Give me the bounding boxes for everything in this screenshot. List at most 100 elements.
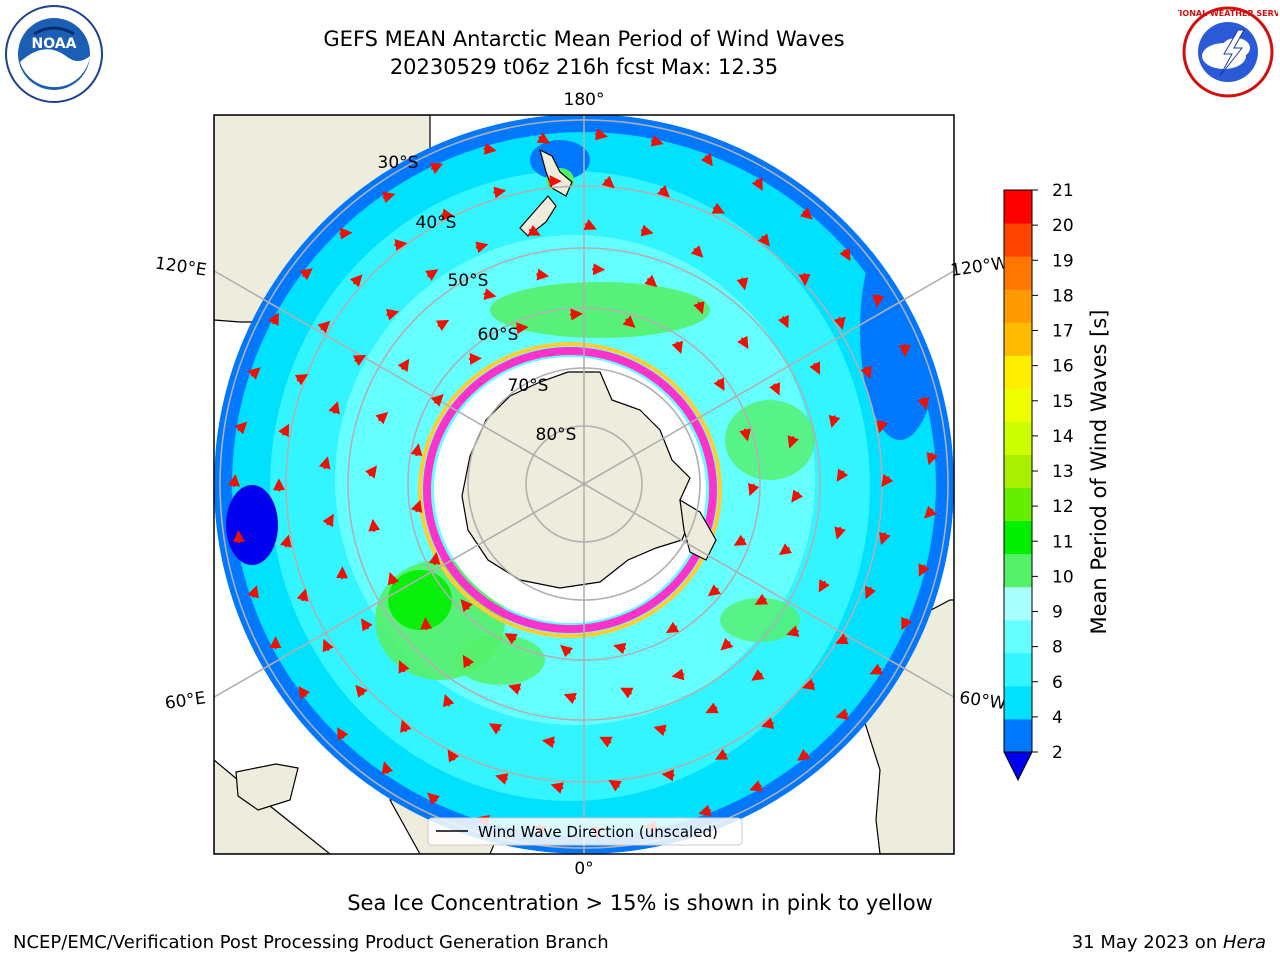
- wind-arrow: [375, 411, 389, 425]
- wind-arrow: [400, 719, 412, 733]
- wind-arrow: [835, 708, 849, 720]
- wind-arrow: [381, 761, 394, 775]
- wind-arrow: [720, 637, 734, 651]
- wind-arrow: [809, 361, 820, 375]
- wind-arrow: [349, 274, 363, 288]
- wind-arrow: [797, 748, 811, 761]
- colorbar-label: Mean Period of Wind Waves [s]: [1087, 310, 1111, 635]
- colorbar-tick-label: 20: [1052, 216, 1074, 236]
- colorbar-bin: [1004, 388, 1032, 422]
- wind-arrow: [665, 621, 680, 634]
- wind-arrow: [427, 792, 440, 806]
- wind-arrow: [653, 724, 667, 737]
- colorbar-bin: [1004, 586, 1032, 621]
- wind-arrow: [690, 244, 704, 258]
- wind-arrow: [671, 340, 683, 354]
- colorbar-tick-label: 15: [1052, 392, 1074, 412]
- wind-arrow: [769, 382, 781, 396]
- wind-arrow: [751, 177, 763, 191]
- wind-arrow: [563, 692, 577, 705]
- wind-arrow: [705, 702, 719, 714]
- wind-arrow: [337, 727, 349, 741]
- map-frame: [213, 114, 955, 855]
- wind-arrow: [317, 320, 331, 334]
- colorbar-tick-label: 2: [1052, 743, 1063, 763]
- wind-arrow: [382, 191, 396, 204]
- lon-label-180: 180°: [564, 90, 605, 110]
- lat-label-70s: 70°S: [508, 376, 549, 396]
- colorbar-bin: [1004, 256, 1032, 290]
- colorbar-bin: [1004, 421, 1032, 455]
- wind-arrow: [355, 684, 368, 698]
- wind-arrow: [234, 421, 248, 435]
- wind-arrow: [698, 804, 712, 817]
- wind-arrow: [462, 654, 475, 669]
- wind-arrow: [420, 617, 433, 631]
- wind-arrow: [876, 420, 888, 434]
- colorbar-tick-label: 8: [1052, 638, 1063, 658]
- wind-arrow: [839, 247, 851, 262]
- wind-arrow: [918, 563, 930, 577]
- wind-arrow: [595, 128, 608, 141]
- wind-arrow: [394, 239, 408, 251]
- wind-arrow: [901, 616, 913, 631]
- wind-arrow: [860, 365, 872, 380]
- wind-arrow: [601, 175, 615, 189]
- lon-label-0: 0°: [574, 859, 593, 879]
- wind-arrow: [339, 227, 353, 240]
- colorbar-bin: [1004, 652, 1032, 687]
- wind-arrow: [879, 531, 891, 546]
- wind-arrow: [924, 505, 937, 519]
- wind-arrow: [818, 579, 830, 593]
- wind-arrow: [926, 452, 938, 466]
- lat-label-80s: 80°S: [536, 425, 577, 445]
- wind-arrow: [468, 352, 482, 365]
- wind-arrow: [515, 322, 529, 335]
- map-legend: Wind Wave Direction (unscaled): [427, 817, 743, 846]
- wind-arrow: [441, 208, 455, 221]
- legend-text: Wind Wave Direction (unscaled): [478, 823, 718, 841]
- wind-arrow: [644, 274, 658, 288]
- colorbar-tick-label: 13: [1052, 462, 1074, 482]
- wind-arrow: [322, 638, 334, 653]
- noaa-logo: NOAA: [5, 5, 103, 103]
- colorbar-bin: [1004, 619, 1032, 654]
- wind-arrow: [267, 312, 279, 326]
- colorbar-extend-min: [1003, 751, 1033, 782]
- wind-arrow: [751, 669, 765, 681]
- wind-arrow: [527, 224, 541, 236]
- wind-arrow: [232, 530, 245, 544]
- wind-arrow: [657, 184, 670, 198]
- wind-arrow: [435, 319, 450, 332]
- wind-arrow: [247, 585, 259, 599]
- colorbar-bin: [1004, 685, 1032, 720]
- map-area: [214, 115, 954, 854]
- colorbar-bin: [1004, 553, 1032, 588]
- wind-arrow: [599, 736, 613, 748]
- wind-arrow: [541, 736, 555, 749]
- wind-arrow: [429, 163, 444, 174]
- colorbar-bin: [1004, 718, 1032, 753]
- colorbar-bin: [1004, 487, 1032, 522]
- wind-arrow: [791, 489, 804, 503]
- wind-arrow: [360, 618, 373, 632]
- wind-arrow: [430, 393, 444, 407]
- wind-arrow: [834, 526, 846, 540]
- lon-label-60e: 60°E: [164, 688, 207, 713]
- wind-arrow: [318, 456, 331, 470]
- wind-arrow: [786, 625, 800, 637]
- colorbar-tick-label: 14: [1052, 427, 1074, 447]
- wind-arrow: [761, 717, 775, 729]
- colorbar-tick-label: 16: [1052, 357, 1074, 377]
- wind-arrow: [278, 423, 290, 438]
- wind-arrow: [560, 644, 574, 658]
- wind-arrow: [798, 273, 811, 287]
- wind-arrow: [352, 354, 367, 367]
- wind-arrow: [410, 443, 423, 457]
- wind-arrow: [693, 301, 705, 315]
- wind-arrow: [425, 269, 439, 281]
- wind-arrow: [443, 693, 455, 708]
- wind-arrow: [299, 268, 313, 281]
- wind-arrow: [881, 473, 894, 488]
- footer-date-text: 31 May 2023 on: [1071, 932, 1223, 953]
